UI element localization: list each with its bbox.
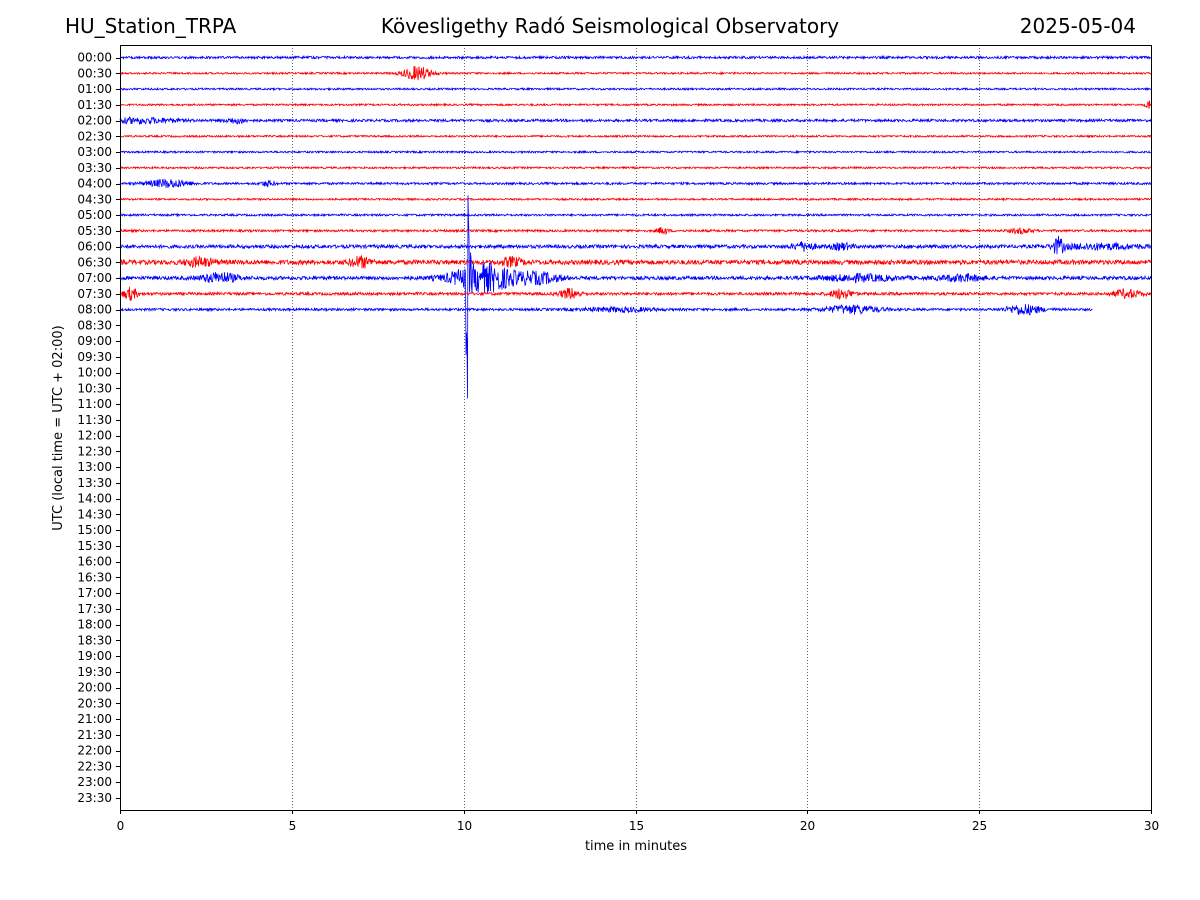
seismogram-trace-0030 [119, 65, 1152, 81]
y-tick-label: 09:00 [77, 334, 112, 348]
y-tick-label: 01:00 [77, 82, 112, 96]
y-tick-label: 04:00 [77, 177, 112, 191]
y-tick-label: 13:00 [77, 460, 112, 474]
station-name: HU_Station_TRPA [65, 14, 237, 38]
y-tick-label: 14:30 [77, 507, 112, 521]
y-tick-label: 12:30 [77, 444, 112, 458]
y-tick-label: 09:30 [77, 350, 112, 364]
y-tick-label: 19:00 [77, 649, 112, 663]
y-tick-label: 21:30 [77, 728, 112, 742]
y-tick-label: 13:30 [77, 476, 112, 490]
x-tick-label: 20 [800, 819, 815, 833]
y-tick-label: 16:00 [77, 555, 112, 569]
y-tick-label: 15:00 [77, 523, 112, 537]
y-tick-label: 11:00 [77, 397, 112, 411]
y-tick-label: 08:30 [77, 318, 112, 332]
y-tick-label: 17:00 [77, 586, 112, 600]
seismogram-trace-0000 [119, 54, 1152, 61]
y-tick-label: 08:00 [77, 303, 112, 317]
y-tick-label: 06:00 [77, 240, 112, 254]
y-tick-label: 02:00 [77, 114, 112, 128]
y-tick-label: 14:00 [77, 492, 112, 506]
seismogram-trace-0100 [119, 86, 1152, 92]
plot-frame [120, 45, 1152, 811]
seismogram-trace-0530 [119, 227, 1152, 236]
y-tick-label: 19:30 [77, 665, 112, 679]
y-tick-label: 15:30 [77, 539, 112, 553]
seismogram-trace-0130 [119, 100, 1152, 109]
grid-lines [292, 45, 980, 810]
y-tick-label: 03:00 [77, 145, 112, 159]
seismogram-trace-0800 [119, 303, 1093, 316]
y-tick-label: 05:30 [77, 224, 112, 238]
chart-title: Kövesligethy Radó Seismological Observat… [380, 14, 840, 38]
x-tick-label: 30 [1144, 819, 1159, 833]
seismogram-trace-0500 [119, 212, 1152, 218]
seismogram-trace-0430 [119, 196, 1152, 202]
seismogram-trace-0230 [119, 134, 1152, 139]
x-tick-label: 15 [629, 819, 644, 833]
seismogram-trace-0330 [119, 165, 1152, 170]
x-axis: 0 5 10 15 20 25 30 [117, 810, 1159, 833]
x-tick-label: 10 [457, 819, 472, 833]
y-tick-label: 18:00 [77, 618, 112, 632]
x-tick-label: 5 [289, 819, 297, 833]
seismogram-trace-0700 [119, 195, 1152, 399]
y-tick-label: 07:00 [77, 271, 112, 285]
y-tick-label: 23:00 [77, 775, 112, 789]
seismogram-trace-0200 [119, 116, 1152, 125]
seismogram-trace-0600 [119, 235, 1152, 255]
y-tick-label: 16:30 [77, 570, 112, 584]
seismogram-trace-0730 [119, 286, 1152, 302]
y-tick-label: 21:00 [77, 712, 112, 726]
x-axis-label: time in minutes [585, 839, 687, 854]
y-tick-label: 17:30 [77, 602, 112, 616]
y-tick-label: 22:30 [77, 759, 112, 773]
y-tick-label: 04:30 [77, 192, 112, 206]
x-tick-label: 25 [972, 819, 987, 833]
y-tick-label: 10:30 [77, 381, 112, 395]
y-tick-label: 23:30 [77, 791, 112, 805]
seismogram-trace-0300 [119, 149, 1152, 155]
trace-layer [119, 54, 1152, 399]
y-tick-label: 07:30 [77, 287, 112, 301]
y-tick-label: 11:30 [77, 413, 112, 427]
seismogram-trace-0400 [119, 178, 1152, 189]
y-tick-label: 22:00 [77, 744, 112, 758]
y-tick-label: 12:00 [77, 429, 112, 443]
y-tick-label: 05:00 [77, 208, 112, 222]
y-tick-label: 10:00 [77, 366, 112, 380]
seismogram-trace-0630 [119, 255, 1152, 269]
y-tick-label: 20:30 [77, 696, 112, 710]
y-tick-label: 00:30 [77, 66, 112, 80]
y-tick-label: 00:00 [77, 51, 112, 65]
y-tick-label: 03:30 [77, 161, 112, 175]
y-tick-label: 01:30 [77, 98, 112, 112]
y-tick-label: 20:00 [77, 681, 112, 695]
chart-date: 2025-05-04 [1019, 14, 1136, 38]
y-tick-label: 06:30 [77, 255, 112, 269]
x-tick-label: 0 [117, 819, 125, 833]
y-tick-label: 02:30 [77, 129, 112, 143]
y-tick-label: 18:30 [77, 633, 112, 647]
y-axis-label: UTC (local time = UTC + 02:00) [51, 325, 66, 530]
